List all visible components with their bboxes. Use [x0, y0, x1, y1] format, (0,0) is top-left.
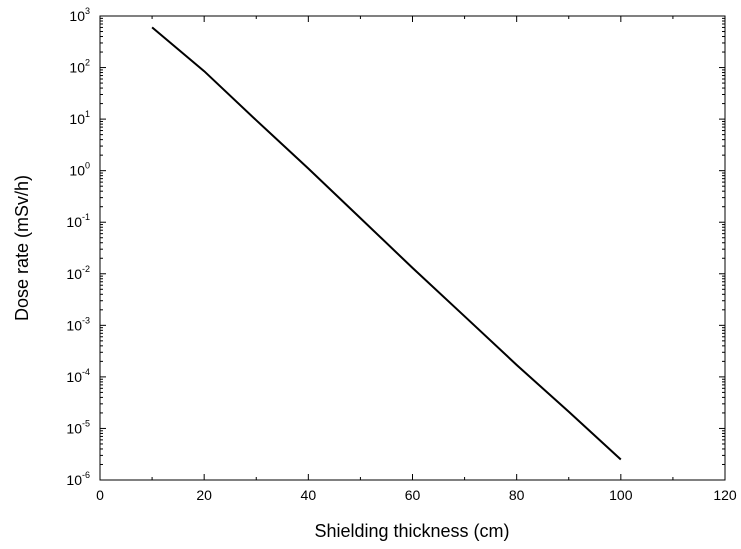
y-tick-label: 10-5 [66, 418, 90, 436]
y-tick-label: 10-3 [66, 315, 90, 333]
data-series [151, 26, 622, 461]
y-tick-labels: 103 102 101 100 10-1 10-2 10-3 10-4 10-5 10-6 [66, 6, 90, 488]
x-tick-label: 60 [405, 487, 421, 503]
x-axis-title: Shielding thickness (cm) [314, 521, 509, 541]
axis-ticks [99, 15, 726, 481]
x-tick-labels: 0 20 40 60 80 100 120 [96, 487, 737, 503]
x-tick-label: 80 [509, 487, 525, 503]
x-tick-label: 20 [196, 487, 212, 503]
x-tick-label: 100 [609, 487, 633, 503]
series-line [151, 26, 622, 461]
y-tick-label: 102 [69, 58, 90, 76]
y-tick-label: 103 [69, 6, 90, 24]
y-tick-label: 10-6 [66, 470, 90, 488]
x-tick-label: 120 [713, 487, 737, 503]
x-tick-label: 0 [96, 487, 104, 503]
y-axis-title: Dose rate (mSv/h) [12, 175, 32, 321]
y-tick-label: 10-4 [66, 367, 90, 385]
y-tick-label: 10-2 [66, 264, 90, 282]
plot-frame [99, 15, 726, 481]
y-tick-label: 101 [69, 109, 90, 127]
x-tick-label: 40 [301, 487, 317, 503]
y-tick-label: 100 [69, 161, 90, 179]
y-tick-label: 10-1 [66, 212, 90, 230]
